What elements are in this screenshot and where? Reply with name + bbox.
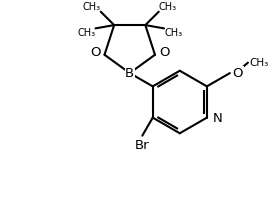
Text: CH₃: CH₃	[77, 28, 95, 38]
Text: B: B	[125, 67, 134, 79]
Text: CH₃: CH₃	[250, 58, 269, 68]
Text: CH₃: CH₃	[164, 28, 182, 38]
Text: O: O	[90, 46, 101, 59]
Text: CH₃: CH₃	[159, 2, 177, 12]
Text: CH₃: CH₃	[83, 2, 101, 12]
Text: O: O	[159, 46, 169, 59]
Text: Br: Br	[135, 139, 150, 152]
Text: N: N	[213, 112, 222, 125]
Text: O: O	[233, 67, 243, 79]
